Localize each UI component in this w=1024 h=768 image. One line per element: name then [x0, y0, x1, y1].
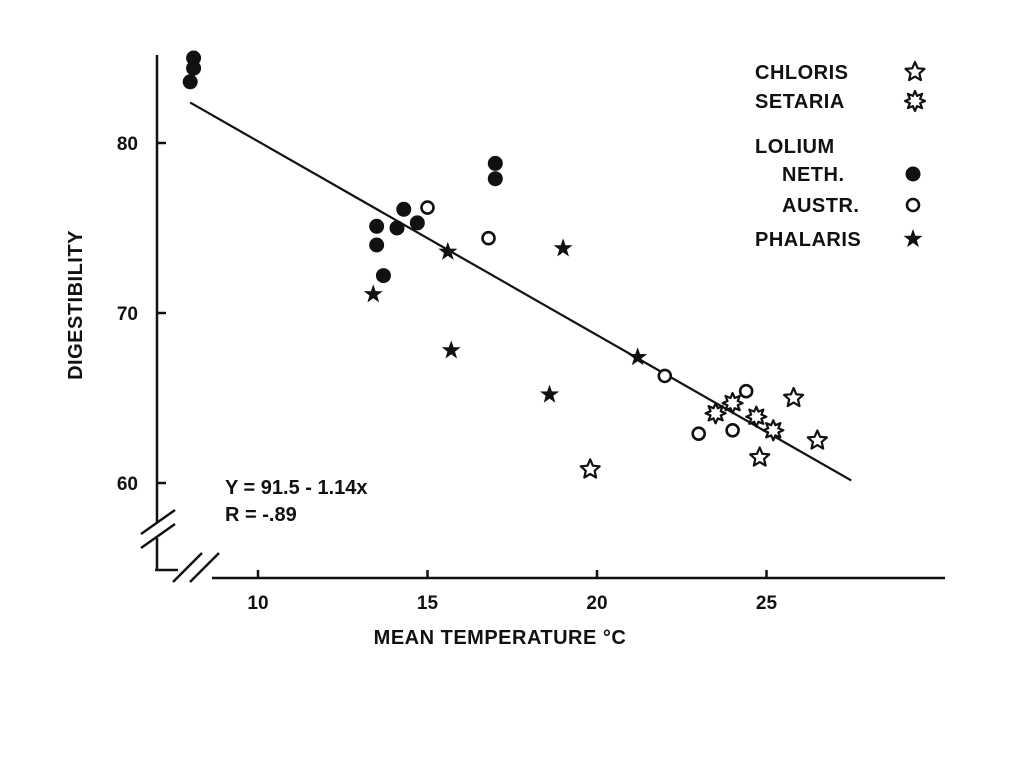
y-axis-break-mark — [140, 508, 176, 536]
legend-label-chloris: CHLORIS — [755, 62, 849, 84]
legend-symbol-setaria — [903, 89, 927, 113]
legend-marker-neth — [905, 166, 921, 182]
point-setaria-0 — [704, 402, 727, 425]
point-austr-5 — [738, 383, 754, 399]
point-setaria-1 — [721, 392, 744, 415]
y-axis — [140, 55, 176, 570]
point-phalaris-5 — [628, 347, 648, 366]
y-tick-label-80: 80 — [117, 134, 138, 155]
legend-group-header-lolium: LOLIUM — [755, 136, 835, 158]
point-setaria-2 — [745, 405, 768, 428]
point-austr-0 — [420, 200, 435, 215]
point-setaria-3 — [762, 419, 785, 442]
regression-equation: Y = 91.5 - 1.14x — [225, 477, 368, 499]
x-axis — [155, 552, 945, 583]
point-chloris-1 — [749, 446, 771, 467]
legend-symbol-neth — [905, 166, 921, 182]
x-axis-title: MEAN TEMPERATURE °C — [374, 627, 627, 649]
tick-labels: 10 15 20 25 60 70 80 — [117, 134, 778, 614]
point-austr-1 — [481, 230, 496, 246]
legend-symbol-chloris — [904, 60, 926, 82]
point-austr-4 — [725, 422, 740, 438]
point-phalaris-1 — [438, 241, 458, 260]
point-neth-3 — [369, 218, 385, 234]
data-points — [182, 50, 829, 479]
point-neth-2 — [182, 74, 198, 90]
x-tick-label-25: 25 — [756, 593, 778, 614]
axis-ticks — [157, 141, 768, 578]
legend-marker-setaria — [903, 89, 927, 113]
point-neth-7 — [396, 201, 412, 217]
legend-label-austr: AUSTR. — [782, 195, 859, 217]
legend-marker-chloris — [904, 60, 926, 82]
legend-marker-phalaris — [903, 229, 923, 248]
point-phalaris-2 — [441, 340, 461, 359]
point-chloris-2 — [782, 386, 805, 408]
x-tick-label-15: 15 — [417, 593, 439, 614]
legend-label-setaria: SETARIA — [755, 91, 845, 113]
point-neth-6 — [389, 220, 405, 236]
point-phalaris-3 — [540, 384, 560, 403]
point-chloris-0 — [579, 458, 601, 479]
point-chloris-3 — [806, 429, 829, 450]
point-neth-4 — [369, 237, 385, 253]
point-phalaris-4 — [553, 238, 573, 257]
legend: CHLORIS SETARIA LOLIUM NETH. AUSTR. PHAL… — [755, 60, 927, 251]
regression-line — [189, 101, 852, 482]
point-neth-9 — [487, 155, 503, 171]
legend-symbol-austr — [905, 197, 921, 213]
point-neth-1 — [186, 60, 202, 76]
point-neth-5 — [375, 268, 391, 284]
point-austr-2 — [657, 368, 673, 384]
legend-label-neth: NETH. — [782, 164, 845, 186]
correlation-coefficient: R = -.89 — [225, 504, 297, 526]
x-tick-label-10: 10 — [247, 593, 268, 614]
legend-symbol-phalaris — [903, 229, 923, 248]
point-phalaris-0 — [363, 284, 383, 303]
point-austr-3 — [691, 426, 707, 442]
legend-marker-austr — [905, 197, 921, 213]
legend-label-phalaris: PHALARIS — [755, 229, 861, 251]
x-tick-label-20: 20 — [586, 593, 607, 614]
y-tick-label-70: 70 — [117, 304, 138, 325]
x-axis-break-mark — [172, 552, 203, 583]
y-tick-label-60: 60 — [117, 474, 138, 495]
point-neth-10 — [487, 171, 503, 187]
x-axis-break-mark-2 — [189, 552, 220, 583]
point-neth-8 — [409, 215, 425, 231]
y-axis-break-mark-2 — [140, 522, 176, 550]
y-axis-title: DIGESTIBILITY — [65, 230, 87, 380]
